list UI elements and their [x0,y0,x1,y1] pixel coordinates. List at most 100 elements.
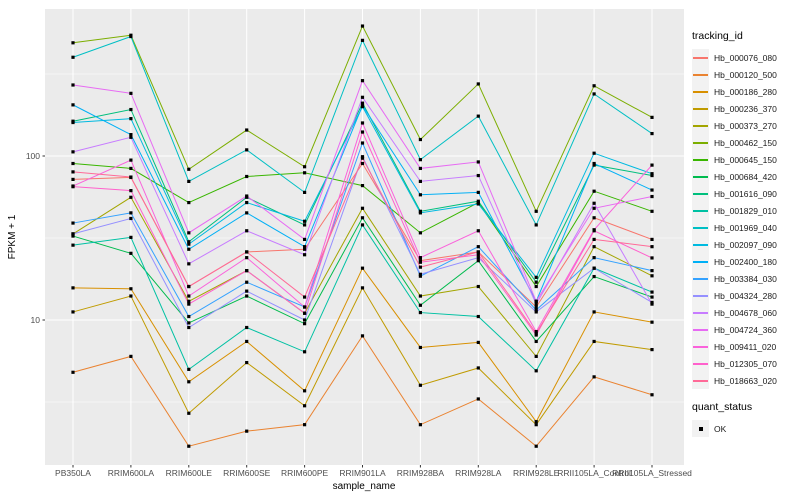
data-point [592,245,596,249]
legend-item: Hb_000373_270 [692,117,800,134]
legend-item: Hb_000076_080 [692,49,800,66]
data-point [129,34,133,39]
legend-key [692,185,709,202]
data-point [592,161,596,166]
data-point [534,369,538,373]
data-point [129,133,133,137]
legend-rows: Hb_000076_080 Hb_000120_500 Hb_000186_280 H… [692,49,800,389]
legend-item: Hb_000236_370 [692,100,800,117]
data-point [303,190,307,194]
data-point [129,354,133,358]
data-point [71,55,75,59]
data-point [71,41,75,45]
data-point [476,190,480,194]
data-point [592,216,596,220]
data-point [303,253,307,257]
data-point [187,314,191,319]
legend-color-swatch [693,328,708,331]
data-point [476,250,480,254]
legend-key [692,66,709,83]
data-point [245,200,249,205]
data-point [129,117,133,121]
legend-color-swatch [693,141,708,144]
data-point [129,287,133,291]
data-point [245,148,249,152]
legend-label: Hb_002400_180 [714,256,777,267]
data-point [360,206,365,210]
data-point [418,310,422,315]
legend-key [692,151,709,168]
legend-label: Hb_009411_020 [714,341,777,352]
data-point [71,161,75,166]
data-point [71,286,75,290]
data-point [534,354,538,358]
data-point [534,302,538,306]
data-point [187,262,191,266]
data-point [303,322,307,326]
data-point [476,259,480,263]
data-point [534,331,538,335]
legend-item: Hb_004324_280 [692,287,800,304]
data-point [360,101,365,105]
data-point [303,171,307,175]
quant-status-legend: quant_status OK [692,401,800,437]
legend-key [692,321,709,338]
legend-item: Hb_000645_150 [692,151,800,168]
legend-item: Hb_000684_420 [692,168,800,185]
quant-legend-item: OK [692,420,800,437]
data-point [129,135,133,139]
data-point [187,444,191,448]
legend-key [692,219,709,236]
data-point [129,216,133,221]
legend-color-swatch [693,379,708,382]
data-point [303,237,307,242]
data-point [303,247,307,251]
data-point [476,82,480,86]
data-point [360,103,365,108]
x-tick-label: RRIM600LE [166,468,213,478]
data-point [187,411,191,415]
legend-color-swatch [693,209,708,212]
y-axis-title: FPKM + 1 [7,214,18,260]
data-point [360,130,365,134]
data-point [476,199,480,203]
data-point [534,329,538,334]
data-point [592,229,596,233]
data-point [71,103,75,107]
data-point [592,206,596,210]
data-point [360,24,365,28]
legend-key [692,236,709,253]
data-point [650,393,654,397]
data-point [534,333,538,337]
legend-item: Hb_012305_070 [692,355,800,372]
data-point [476,284,480,289]
data-point [129,107,133,112]
data-point [71,232,75,236]
x-tick-label: RRIM928LE [513,468,560,478]
data-point [71,177,75,181]
legend-label: Hb_018663_020 [714,375,777,386]
data-point [534,444,538,448]
black-square-marker [698,426,703,431]
data-point [129,189,133,193]
data-point [303,350,307,354]
data-point [418,423,422,427]
data-point [534,275,538,279]
data-point [245,360,249,365]
data-point [650,269,654,273]
legend-key [692,49,709,66]
x-tick-label: RRIM600PE [281,468,329,478]
data-point [360,95,365,99]
data-point [303,223,307,227]
legend-color-swatch [693,107,708,110]
quant-legend-rows: OK [692,420,800,437]
data-point [418,274,422,278]
data-point [187,200,191,205]
data-point [245,325,249,330]
legend-key [692,100,709,117]
data-point [534,284,538,289]
legend-color-swatch [693,90,708,93]
data-point [650,188,654,192]
data-point [71,221,75,225]
legend-item: Hb_000462_150 [692,134,800,151]
